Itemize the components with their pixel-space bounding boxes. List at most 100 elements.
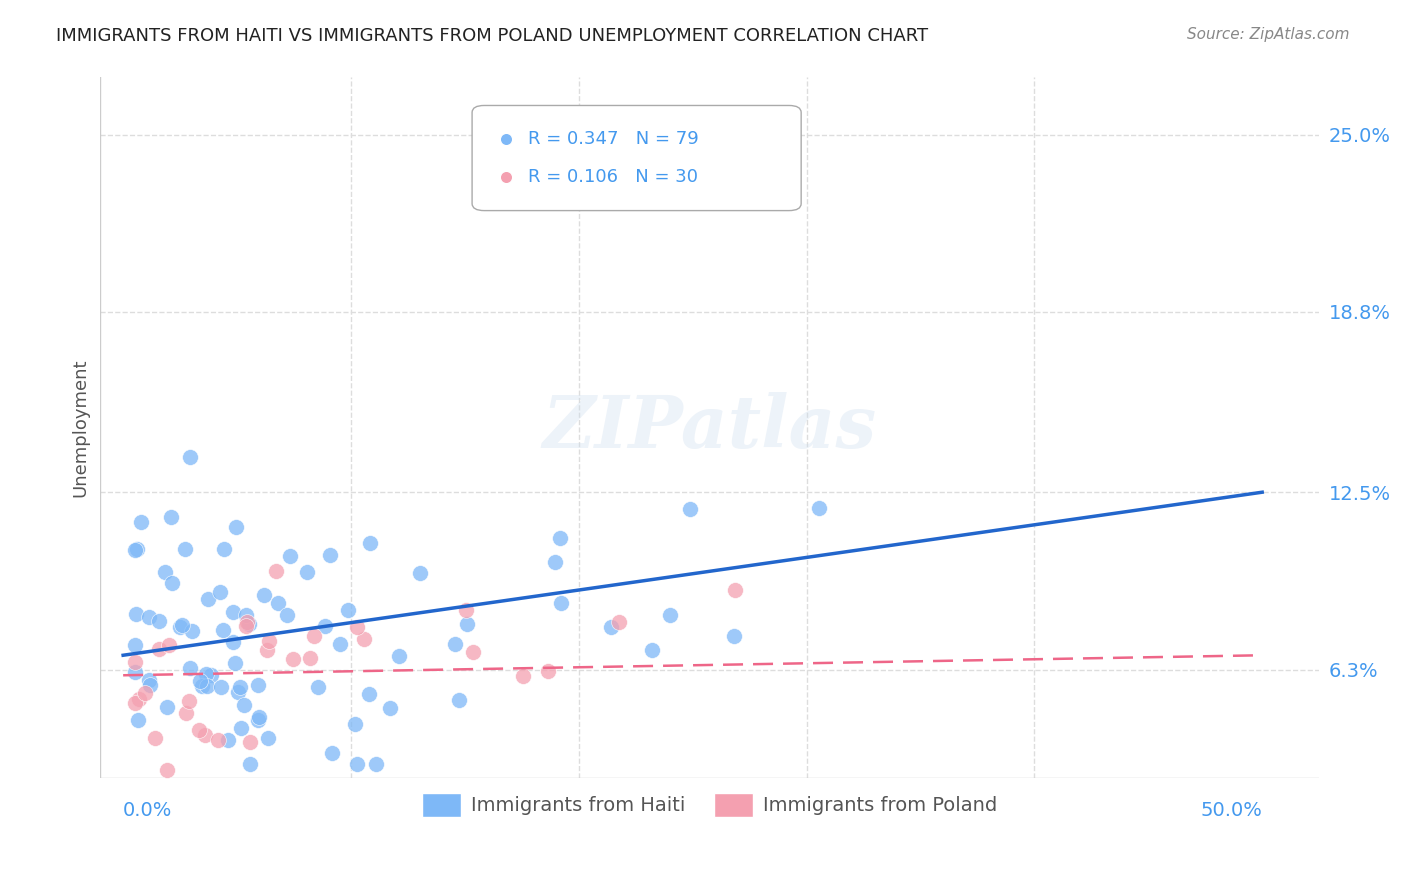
Point xyxy=(257,634,280,648)
Point xyxy=(207,733,229,747)
Point xyxy=(134,686,156,700)
Point xyxy=(197,679,219,693)
Point xyxy=(280,549,302,564)
Text: IMMIGRANTS FROM HAITI VS IMMIGRANTS FROM POLAND UNEMPLOYMENT CORRELATION CHART: IMMIGRANTS FROM HAITI VS IMMIGRANTS FROM… xyxy=(56,27,928,45)
Point xyxy=(321,746,343,760)
Point xyxy=(156,763,179,777)
Point xyxy=(600,620,623,634)
Point xyxy=(195,666,218,681)
Point xyxy=(177,694,200,708)
Point xyxy=(124,696,146,710)
Text: Source: ZipAtlas.com: Source: ZipAtlas.com xyxy=(1187,27,1350,42)
Point xyxy=(658,608,681,623)
Point xyxy=(209,680,232,694)
Point xyxy=(298,651,321,665)
Point xyxy=(174,542,197,557)
Point xyxy=(127,713,149,727)
Point xyxy=(359,536,381,550)
Point xyxy=(550,597,572,611)
Point xyxy=(343,717,366,731)
Point xyxy=(124,655,146,669)
Point xyxy=(512,669,534,683)
Point xyxy=(194,727,217,741)
Point xyxy=(224,656,246,670)
Point xyxy=(724,582,747,597)
Point xyxy=(236,615,259,629)
Point xyxy=(235,618,257,632)
Point xyxy=(128,691,150,706)
Point xyxy=(247,713,270,727)
Point xyxy=(197,591,219,606)
Point xyxy=(319,549,342,563)
Point xyxy=(456,616,478,631)
Point xyxy=(641,643,664,657)
Point xyxy=(256,643,278,657)
Text: 50.0%: 50.0% xyxy=(1201,801,1263,820)
Point xyxy=(264,564,287,578)
FancyBboxPatch shape xyxy=(472,105,801,211)
Point xyxy=(174,706,197,720)
Point xyxy=(235,608,257,623)
Point xyxy=(124,607,146,621)
Point xyxy=(148,614,170,628)
Point xyxy=(443,637,465,651)
Point xyxy=(283,652,305,666)
Point xyxy=(302,629,325,643)
Point xyxy=(129,515,152,529)
Point xyxy=(548,531,571,545)
Point xyxy=(187,723,209,738)
Point xyxy=(179,450,201,464)
Point xyxy=(257,731,280,746)
Point xyxy=(188,673,211,688)
Point xyxy=(544,555,567,569)
Point xyxy=(276,608,298,623)
Point xyxy=(314,619,336,633)
Point xyxy=(346,620,368,634)
Point xyxy=(253,588,276,602)
Point xyxy=(231,721,253,735)
Point xyxy=(226,684,249,698)
Point xyxy=(247,710,270,724)
Point xyxy=(214,541,236,556)
Point xyxy=(124,665,146,680)
Point xyxy=(238,616,260,631)
Point xyxy=(607,615,630,629)
Point xyxy=(124,638,146,652)
Point xyxy=(148,642,170,657)
Point xyxy=(364,756,387,771)
Point xyxy=(200,667,222,681)
Point xyxy=(537,664,560,678)
Point xyxy=(447,693,470,707)
Point xyxy=(456,603,478,617)
Point xyxy=(359,687,381,701)
Point xyxy=(222,605,245,619)
Point xyxy=(153,566,176,580)
Point xyxy=(239,735,262,749)
Point xyxy=(307,681,329,695)
Point xyxy=(139,678,162,692)
Point xyxy=(679,502,702,516)
Text: R = 0.347   N = 79: R = 0.347 N = 79 xyxy=(529,130,699,148)
Point xyxy=(212,624,235,638)
Point xyxy=(191,679,214,693)
Point xyxy=(222,635,245,649)
Text: R = 0.106   N = 30: R = 0.106 N = 30 xyxy=(529,168,699,186)
Point xyxy=(337,603,360,617)
Point xyxy=(209,585,232,599)
Point xyxy=(156,700,179,714)
Point xyxy=(159,638,181,652)
Point xyxy=(160,509,183,524)
Point xyxy=(461,644,484,658)
Y-axis label: Unemployment: Unemployment xyxy=(72,359,89,497)
Point xyxy=(388,649,411,664)
Point xyxy=(125,542,148,557)
Point xyxy=(228,681,250,695)
Point xyxy=(247,678,270,692)
Point xyxy=(124,542,146,557)
Point xyxy=(353,632,375,646)
Text: ZIPatlas: ZIPatlas xyxy=(543,392,877,463)
Point xyxy=(239,756,262,771)
Point xyxy=(329,636,352,650)
Point xyxy=(169,620,191,634)
Point xyxy=(807,500,830,515)
